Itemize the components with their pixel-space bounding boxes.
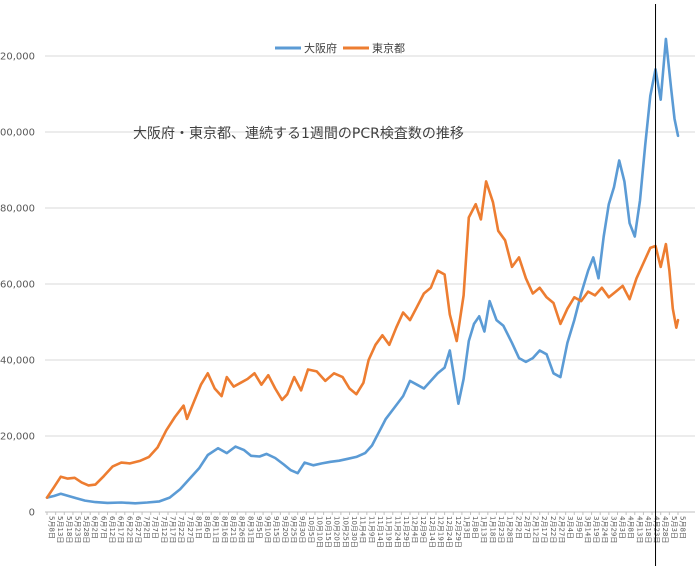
series-line-osaka — [45, 37, 680, 505]
x-tick-label: 1月3日 — [462, 516, 470, 539]
x-tick-label: 11月19日 — [385, 516, 393, 548]
x-tick-label: 10月20日 — [333, 516, 341, 548]
x-tick-label: 8月16日 — [220, 516, 228, 543]
legend-label-tokyo: 東京都 — [372, 41, 405, 55]
x-tick-label: 12月9日 — [419, 516, 427, 543]
x-tick-label: 5月28日 — [82, 516, 90, 543]
x-tick-label: 11月24日 — [393, 516, 401, 548]
x-tick-label: 7月12日 — [160, 516, 168, 543]
x-tick-label: 3月19日 — [592, 516, 600, 543]
chart-title: 大阪府・東京都、連続する1週間のPCR検査数の推移 — [133, 125, 464, 142]
x-tick-label: 4月23日 — [653, 516, 661, 543]
x-tick-label: 10月25日 — [341, 516, 349, 548]
x-tick-label: 7月17日 — [169, 516, 177, 543]
x-tick-label: 9月15日 — [272, 516, 280, 543]
y-axis-ticks: 0 20,000 40,000 60,000 80,000 100,000 120,000 — [0, 52, 35, 519]
x-tick-label: 2月2日 — [514, 516, 522, 539]
x-tick-label: 12月14日 — [428, 516, 436, 548]
x-tick-label: 7月27日 — [186, 516, 194, 543]
x-tick-label: 7月2日 — [143, 516, 151, 539]
x-tick-label: 4月28日 — [661, 516, 669, 543]
x-tick-label: 12月19日 — [436, 516, 444, 548]
x-tick-label: 7月7日 — [151, 516, 159, 539]
x-tick-label: 10月5日 — [307, 516, 315, 543]
x-tick-label: 8月6日 — [203, 516, 211, 539]
x-tick-label: 5月3日 — [670, 516, 678, 539]
x-tick-label: 6月17日 — [117, 516, 125, 543]
x-tick-label: 8月1日 — [194, 516, 202, 539]
x-tick-label: 10月30日 — [350, 516, 358, 548]
x-tick-label: 8月11日 — [212, 516, 220, 543]
x-tick-label: 11月9日 — [367, 516, 375, 543]
x-tick-label: 3月29日 — [609, 516, 617, 543]
x-tick-label: 6月27日 — [134, 516, 142, 543]
x-tick-label: 5月23日 — [73, 516, 81, 543]
x-tick-label: 9月10日 — [264, 516, 272, 543]
gridlines — [45, 55, 695, 513]
x-tick-label: 12月29日 — [454, 516, 462, 548]
x-tick-label: 11月29日 — [402, 516, 410, 548]
x-tick-label: 8月21日 — [229, 516, 237, 543]
legend: 大阪府 東京都 — [275, 41, 405, 55]
x-tick-label: 2月12日 — [532, 516, 540, 543]
x-tick-label: 8月26日 — [238, 516, 246, 543]
x-tick-label: 6月2日 — [91, 516, 99, 539]
x-tick-label: 12月24日 — [445, 516, 453, 548]
x-tick-label: 3月24日 — [601, 516, 609, 543]
x-tick-label: 1月8日 — [471, 516, 479, 539]
x-tick-label: 4月13日 — [635, 516, 643, 543]
x-axis-ticks: 5月8日 5月13日 5月18日 5月23日 5月28日 6月2日 6月7日 6月12日 6月1… — [46, 512, 687, 548]
x-tick-label: 5月8日 — [679, 516, 687, 539]
y-tick-label: 0 — [29, 508, 35, 519]
x-tick-label: 2月17日 — [540, 516, 548, 543]
x-tick-label: 5月8日 — [48, 516, 56, 539]
x-tick-label: 8月31日 — [246, 516, 254, 543]
y-tick-label: 60,000 — [0, 280, 35, 291]
x-tick-label: 2月27日 — [557, 516, 565, 543]
x-tick-label: 9月20日 — [281, 516, 289, 543]
series-lines — [45, 37, 680, 505]
x-tick-label: 9月5日 — [255, 516, 263, 539]
x-tick-label: 4月3日 — [618, 516, 626, 539]
y-tick-label: 20,000 — [0, 432, 35, 443]
legend-label-osaka: 大阪府 — [304, 41, 337, 55]
x-tick-label: 11月4日 — [359, 516, 367, 543]
x-tick-label: 6月22日 — [125, 516, 133, 543]
x-tick-label: 3月4日 — [566, 516, 574, 539]
x-tick-label: 10月10日 — [315, 516, 323, 548]
x-tick-label: 9月30日 — [298, 516, 306, 543]
x-tick-label: 5月13日 — [56, 516, 64, 543]
x-tick-label: 1月13日 — [480, 516, 488, 543]
x-tick-label: 1月18日 — [488, 516, 496, 543]
series-line-tokyo — [45, 180, 680, 499]
x-tick-label: 4月8日 — [627, 516, 635, 539]
x-tick-label: 2月7日 — [523, 516, 531, 539]
x-tick-label: 7月22日 — [177, 516, 185, 543]
x-tick-label: 6月12日 — [108, 516, 116, 543]
y-tick-label: 100,000 — [0, 128, 35, 139]
x-tick-label: 6月7日 — [99, 516, 107, 539]
x-tick-label: 9月25日 — [290, 516, 298, 543]
y-tick-label: 80,000 — [0, 204, 35, 215]
x-tick-label: 12月4日 — [411, 516, 419, 543]
x-tick-label: 1月28日 — [506, 516, 514, 543]
x-tick-label: 3月14日 — [583, 516, 591, 543]
y-tick-label: 40,000 — [0, 356, 35, 367]
x-tick-label: 5月18日 — [65, 516, 73, 543]
x-tick-label: 4月18日 — [644, 516, 652, 543]
x-tick-label: 10月15日 — [324, 516, 332, 548]
x-tick-label: 11月14日 — [376, 516, 384, 548]
y-tick-label: 120,000 — [0, 52, 35, 63]
x-tick-label: 1月23日 — [497, 516, 505, 543]
x-tick-label: 3月9日 — [575, 516, 583, 539]
x-tick-label: 2月22日 — [549, 516, 557, 543]
